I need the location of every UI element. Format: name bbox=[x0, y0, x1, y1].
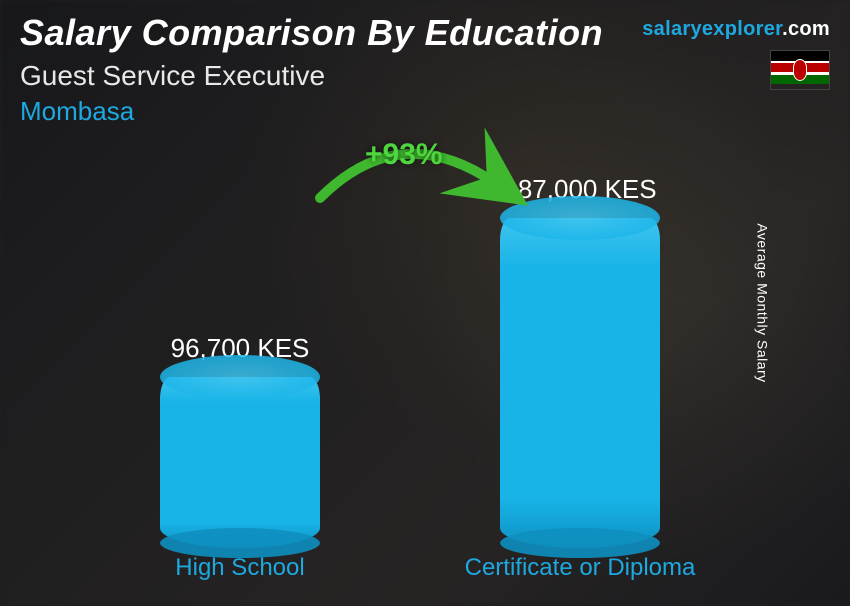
country-flag-icon bbox=[770, 50, 830, 90]
location-label: Mombasa bbox=[20, 96, 830, 127]
bar-front bbox=[500, 218, 660, 548]
bar-chart: +93% 96,700 KES High School 187,000 KES … bbox=[80, 148, 760, 578]
percent-increase-badge: +93% bbox=[365, 138, 443, 172]
bar-category: Certificate or Diploma bbox=[430, 554, 730, 582]
bar-3d bbox=[160, 377, 320, 548]
bar-3d bbox=[500, 218, 660, 548]
job-title: Guest Service Executive bbox=[20, 60, 830, 92]
bar-front bbox=[160, 377, 320, 548]
brand-suffix: .com bbox=[782, 18, 830, 40]
infographic-container: Salary Comparison By Education Guest Ser… bbox=[0, 0, 850, 606]
brand-prefix: salaryexplorer bbox=[642, 18, 782, 40]
bar-category: High School bbox=[90, 554, 390, 582]
brand-logo: salaryexplorer.com bbox=[642, 18, 830, 41]
